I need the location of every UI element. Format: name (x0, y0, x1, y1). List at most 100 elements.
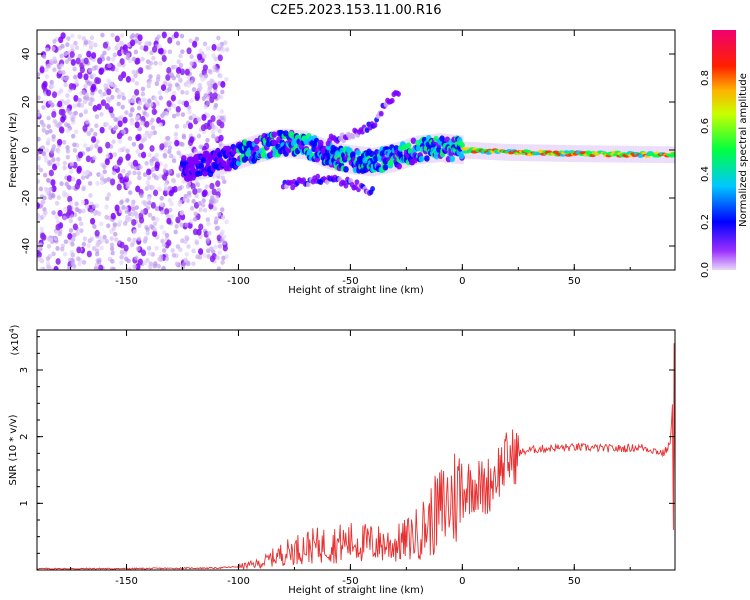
noise-speck (67, 232, 73, 240)
noise-speck (116, 62, 121, 68)
snr-scale-suffix: ) (10, 324, 21, 328)
noise-speck (37, 216, 42, 222)
noise-speck (111, 139, 116, 145)
noise-speck (222, 240, 227, 246)
noise-speck (167, 86, 172, 92)
noise-speck (133, 210, 139, 216)
noise-speck (158, 95, 163, 101)
noise-speck (88, 101, 93, 107)
noise-speck (57, 209, 63, 217)
spectrogram-ytick-label: -20 (21, 190, 32, 206)
noise-speck (125, 181, 130, 187)
noise-speck (118, 147, 123, 153)
noise-speck (157, 186, 162, 192)
noise-speck (158, 122, 163, 128)
echo-halo (238, 139, 242, 169)
noise-speck (112, 84, 118, 89)
noise-speck (109, 246, 115, 252)
noise-speck (74, 182, 80, 190)
noise-speck (44, 147, 49, 153)
spectrogram-xtick-label: -100 (227, 276, 250, 287)
colorbar-tick-label: 0.4 (700, 166, 711, 182)
noise-speck (55, 219, 61, 224)
noise-speck (104, 214, 109, 220)
noise-speck (211, 188, 217, 196)
noise-speck (54, 229, 59, 235)
echo-halo (401, 140, 405, 170)
noise-speck (161, 31, 167, 39)
noise-speck (219, 115, 224, 121)
noise-speck (54, 214, 59, 220)
noise-speck (100, 238, 105, 244)
noise-speck (83, 198, 89, 206)
branch-mark (343, 183, 349, 189)
noise-speck (136, 171, 142, 176)
noise-speck (180, 89, 185, 95)
noise-speck (57, 69, 63, 75)
snr-scale-prefix: (x10 (10, 333, 21, 356)
snr-series-line (37, 343, 675, 570)
noise-speck (62, 165, 67, 171)
noise-speck (85, 96, 90, 102)
noise-speck (136, 236, 142, 242)
noise-speck (127, 237, 132, 242)
noise-speck (97, 57, 103, 65)
noise-speck (88, 67, 93, 73)
noise-speck (76, 256, 81, 262)
noise-speck (89, 127, 94, 133)
noise-speck (67, 195, 73, 203)
noise-speck (148, 102, 154, 108)
noise-speck (99, 180, 105, 186)
noise-speck (153, 60, 158, 66)
noise-speck (170, 94, 176, 102)
noise-speck (205, 113, 211, 118)
colorbar-tick-label: 0.0 (700, 262, 711, 278)
noise-speck (116, 42, 121, 48)
noise-speck (90, 136, 97, 143)
noise-speck (60, 115, 66, 123)
noise-speck (116, 101, 121, 107)
noise-speck (81, 170, 86, 176)
noise-speck (162, 80, 168, 86)
noise-speck (146, 168, 152, 176)
noise-speck (132, 237, 137, 243)
noise-speck (79, 228, 84, 234)
noise-speck (110, 32, 115, 38)
echo-halo (202, 150, 206, 179)
noise-speck (139, 193, 144, 199)
noise-speck (104, 121, 110, 127)
noise-speck (72, 103, 78, 109)
noise-speck (76, 246, 82, 254)
noise-speck (45, 63, 51, 69)
noise-speck (48, 128, 53, 134)
noise-speck (189, 136, 195, 144)
noise-speck (212, 82, 218, 90)
noise-speck (86, 131, 92, 136)
noise-speck (69, 51, 75, 58)
noise-speck (166, 100, 172, 108)
noise-speck (113, 117, 118, 122)
noise-speck (221, 234, 227, 240)
noise-speck (163, 163, 168, 169)
noise-speck (89, 208, 94, 214)
noise-speck (170, 248, 175, 253)
noise-speck (82, 236, 88, 242)
noise-speck (162, 168, 167, 174)
noise-speck (70, 241, 75, 247)
noise-speck (162, 110, 167, 116)
noise-speck (140, 56, 145, 62)
noise-speck (137, 258, 144, 266)
noise-speck (95, 77, 102, 85)
noise-speck (59, 181, 64, 187)
noise-speck (142, 133, 148, 139)
noise-speck (156, 34, 161, 40)
echo-mark (439, 135, 445, 142)
noise-speck (137, 100, 143, 106)
noise-speck (128, 190, 133, 196)
noise-speck (81, 208, 86, 214)
noise-speck (99, 245, 104, 251)
noise-speck (176, 186, 182, 192)
noise-speck (189, 61, 194, 66)
noise-speck (153, 261, 158, 266)
noise-speck (102, 50, 107, 56)
